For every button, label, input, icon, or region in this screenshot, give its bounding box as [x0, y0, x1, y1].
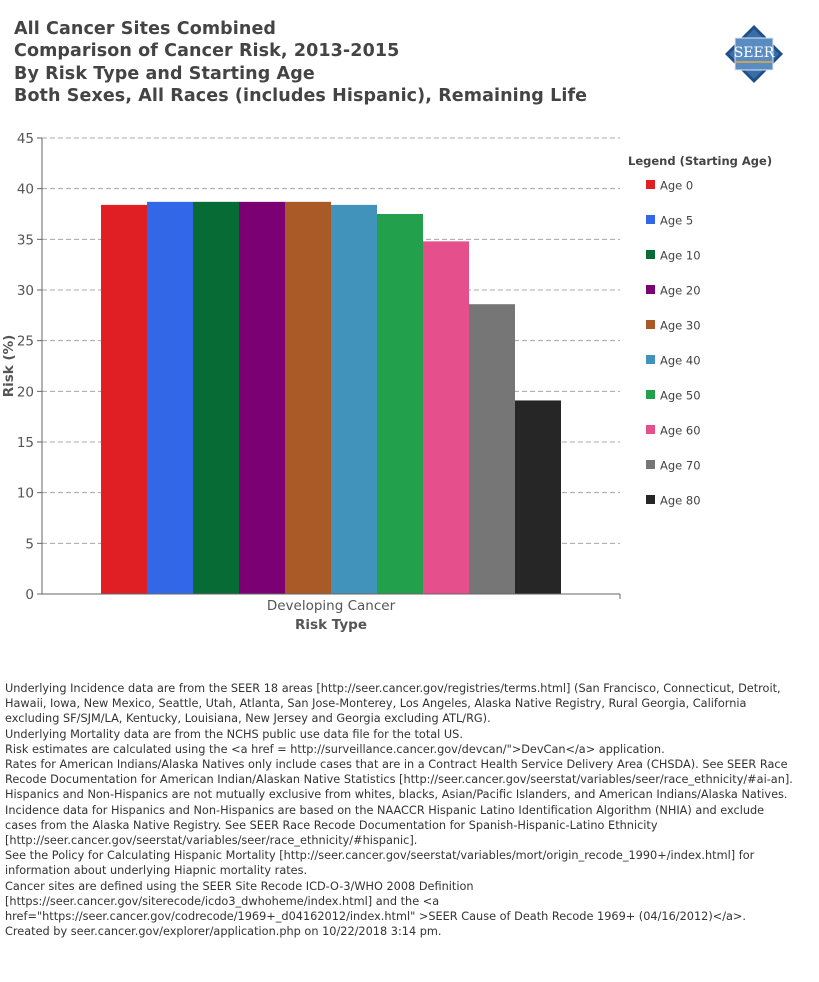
legend-label: Age 20: [660, 284, 701, 298]
y-tick-label: 20: [17, 384, 34, 400]
footnotes: Underlying Incidence data are from the S…: [5, 681, 795, 939]
legend-item[interactable]: Age 40: [646, 354, 701, 368]
y-tick-label: 35: [17, 232, 34, 248]
footnote-line: Incidence data for Hispanics and Non-His…: [5, 803, 765, 848]
title-line-3: By Risk Type and Starting Age: [14, 63, 315, 84]
legend-swatch: [646, 355, 655, 364]
legend-title: Legend (Starting Age): [628, 154, 772, 168]
legend-item[interactable]: Age 50: [646, 389, 701, 403]
bar-age-10[interactable]: [193, 201, 239, 594]
footnote-line: Rates for American Indians/Alaska Native…: [5, 758, 793, 787]
legend-label: Age 50: [660, 389, 701, 403]
axes: [41, 138, 621, 599]
bar-age-40[interactable]: [331, 204, 377, 594]
legend-label: Age 80: [660, 494, 701, 508]
legend-swatch: [646, 215, 655, 224]
legend-item[interactable]: Age 10: [646, 249, 701, 263]
y-tick-label: 5: [25, 536, 34, 552]
footnote-line: Underlying Mortality data are from the N…: [5, 727, 463, 741]
legend-swatch: [646, 250, 655, 259]
y-tick-label: 40: [17, 182, 34, 198]
legend-item[interactable]: Age 80: [646, 494, 701, 508]
y-tick-label: 30: [17, 283, 34, 299]
legend-item[interactable]: Age 60: [646, 424, 701, 438]
logo-stripe: [736, 61, 772, 63]
legend-swatch: [646, 390, 655, 399]
seer-logo[interactable]: SEER: [724, 24, 784, 84]
legend-label: Age 5: [660, 214, 693, 228]
legend-item[interactable]: Age 30: [646, 319, 701, 333]
y-tick-label: 0: [25, 587, 34, 603]
legend-item[interactable]: Age 5: [646, 214, 693, 228]
bar-age-60[interactable]: [423, 241, 469, 595]
logo-panel: [734, 37, 774, 71]
y-tick-label: 45: [17, 131, 34, 147]
chart-area: 0 5 10 15 20 25 30 35 40 45 Developing Cancer Ris…: [1, 131, 772, 633]
bar-age-20[interactable]: [239, 201, 285, 594]
bar-age-30[interactable]: [285, 201, 331, 594]
x-category-label: Developing Cancer: [267, 598, 396, 614]
legend-swatch: [646, 320, 655, 329]
bar-age-80[interactable]: [515, 400, 561, 594]
legend-swatch: [646, 425, 655, 434]
legend: Age 0 Age 5 Age 10 Age 20 Age 30 Age 40 Age 50…: [646, 179, 701, 508]
footnote-line: See the Policy for Calculating Hispanic …: [5, 849, 755, 878]
footnote-line: Risk estimates are calculated using the …: [5, 742, 665, 756]
y-tick-label: 10: [17, 486, 34, 502]
y-tick-labels: 0 5 10 15 20 25 30 35 40 45: [17, 131, 42, 603]
bar-age-50[interactable]: [377, 214, 423, 594]
bars: [101, 201, 561, 595]
bar-age-70[interactable]: [469, 304, 515, 594]
footnote-line: Cancer sites are defined using the SEER …: [5, 879, 746, 924]
footnote-line: Underlying Incidence data are from the S…: [5, 682, 781, 726]
title-line-2: Comparison of Cancer Risk, 2013-2015: [14, 41, 400, 62]
footnote-line: Created by seer.cancer.gov/explorer/appl…: [5, 925, 442, 939]
legend-swatch: [646, 460, 655, 469]
title-line-1: All Cancer Sites Combined: [14, 19, 277, 39]
y-axis-title: Risk (%): [1, 335, 17, 398]
bar-age-0[interactable]: [101, 204, 147, 594]
legend-item[interactable]: Age 20: [646, 284, 701, 298]
bar-age-5[interactable]: [147, 201, 193, 594]
legend-label: Age 70: [660, 459, 701, 473]
legend-label: Age 10: [660, 249, 701, 263]
legend-swatch: [646, 180, 655, 189]
legend-item[interactable]: Age 0: [646, 179, 693, 193]
legend-label: Age 30: [660, 319, 701, 333]
y-tick-label: 15: [17, 435, 34, 451]
logo-text: SEER: [734, 45, 775, 61]
y-tick-label: 25: [17, 334, 34, 350]
title-line-4: Both Sexes, All Races (includes Hispanic…: [14, 85, 588, 106]
legend-label: Age 60: [660, 424, 701, 438]
legend-item[interactable]: Age 70: [646, 459, 701, 473]
legend-label: Age 40: [660, 354, 701, 368]
legend-label: Age 0: [660, 179, 693, 193]
chart-title-block: All Cancer Sites Combined Comparison of …: [14, 18, 587, 107]
x-axis-title: Risk Type: [295, 617, 367, 633]
footnote-line: Hispanics and Non-Hispanics are not mutu…: [5, 788, 788, 802]
legend-swatch: [646, 495, 655, 504]
legend-swatch: [646, 285, 655, 294]
